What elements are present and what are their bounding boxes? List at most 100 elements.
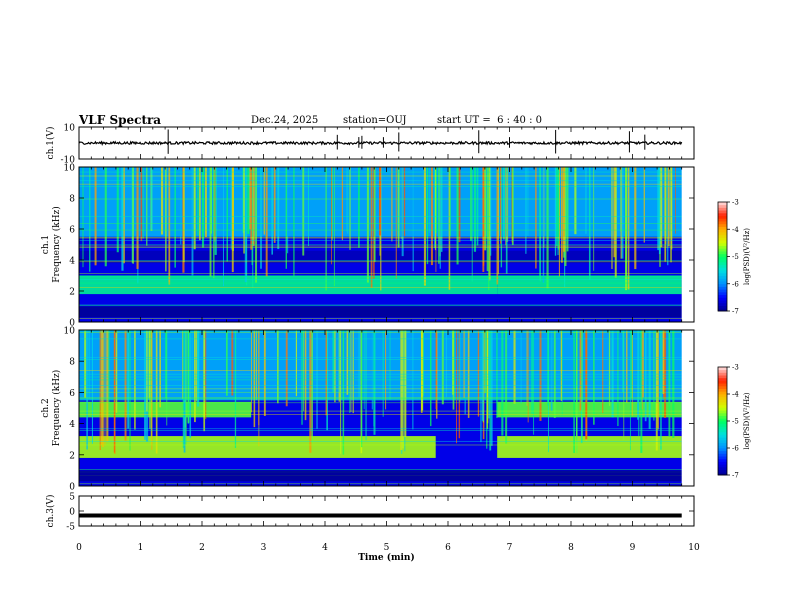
colorbar-segment [718,367,727,371]
sferic-streak [295,330,298,397]
sferic-streak [484,167,487,251]
sferic-streak [449,167,451,237]
x-tick-label: 5 [384,543,390,553]
spectrogram-upper-region [79,167,694,237]
sferic-streak [629,330,631,451]
sferic-streak [205,330,207,420]
sferic-streak [488,167,490,291]
sferic-streak [82,167,84,268]
sferic-streak [664,167,667,262]
sferic-streak [490,167,492,256]
interference-line [79,376,682,378]
colorbar-segment [718,204,727,208]
sferic-streak [642,330,644,398]
waveform-layer [78,129,683,518]
sferic-streak [159,330,161,408]
sferic-streak [458,167,461,243]
sferic-streak [311,330,313,443]
sferic-streak [640,330,643,453]
sferic-streak [542,167,545,283]
sferic-streak [631,330,633,416]
sferic-streak [370,167,373,288]
sferic-streak [525,167,527,254]
interference-line [79,244,682,246]
interference-line [79,359,682,360]
sferic-streak [273,167,276,243]
chart-title: VLF Spectra [79,113,162,127]
sferic-streak [100,330,103,446]
colorbar-segment [718,231,727,236]
sferic-streak [213,167,215,279]
y-tick-label: 6 [69,389,75,399]
sferic-streak [155,330,158,454]
y-axis-label: ch.1(V) [45,127,56,160]
sferic-streak [363,330,365,410]
sferic-streak [675,167,676,234]
sferic-streak [260,167,262,269]
sferic-streak [136,167,139,269]
sferic-streak [253,330,256,428]
y-tick-label: 0 [69,483,75,493]
colorbar-segment [718,226,727,230]
sferic-streak [197,167,199,236]
x-tick-label: 8 [568,543,574,553]
colorbar-segment [718,242,727,246]
spectrogram-band [79,436,436,458]
y-tick-label: 8 [69,195,75,205]
colorbar-segment [718,275,727,279]
colorbar-segment [718,394,727,398]
interference-line [79,183,682,185]
x-tick-label: 10 [688,543,700,553]
sferic-streak [316,330,318,429]
sferic-streak [473,167,477,252]
sferic-streak [277,167,280,250]
sferic-streak [672,330,675,438]
sferic-streak [148,330,151,399]
sferic-streak [611,330,614,418]
sferic-streak [203,330,206,432]
colorbar-segment [718,385,727,389]
x-tick-label: 9 [630,543,636,553]
interference-line [79,428,682,430]
sferic-streak [116,167,119,253]
colorbar-segment [718,472,727,476]
sferic-streak [151,330,153,450]
sferic-streak [554,167,557,256]
sferic-streak [263,167,265,235]
sferic-streak [325,167,327,291]
sferic-streak [265,167,268,277]
colorbar-segment [718,264,727,268]
colorbar-segment [718,251,727,255]
colorbar-segment [718,218,727,222]
sferic-streak [434,167,437,234]
sferic-streak [205,167,207,234]
sferic-streak [637,330,640,420]
interference-line [79,261,682,263]
sferic-streak [174,167,176,268]
sferic-streak [123,167,125,264]
sferic-streak [165,167,167,272]
interference-line [79,317,682,319]
sferic-streak [611,167,613,269]
y-axis-label-group: ch.1(V) [45,127,56,160]
sferic-streak [439,167,441,269]
sferic-streak [621,167,624,259]
y-tick-label: 4 [69,420,75,430]
sferic-streak [352,330,354,414]
spectrogram-layer [79,167,694,486]
sferic-streak [500,167,503,268]
interference-line [79,483,682,485]
colorbar-segment [718,248,727,252]
colorbar-segment [718,281,727,285]
sferic-streak [502,167,505,240]
sferic-streak [140,167,143,242]
colorbar-segment [718,429,727,433]
sferic-streak [557,167,560,250]
colorbar-tick-label: -3 [732,364,739,372]
sferic-streak [385,330,387,410]
colorbar-segment [718,461,727,465]
sferic-streak [132,167,134,264]
sferic-streak [434,167,436,249]
sferic-streak [429,167,431,233]
